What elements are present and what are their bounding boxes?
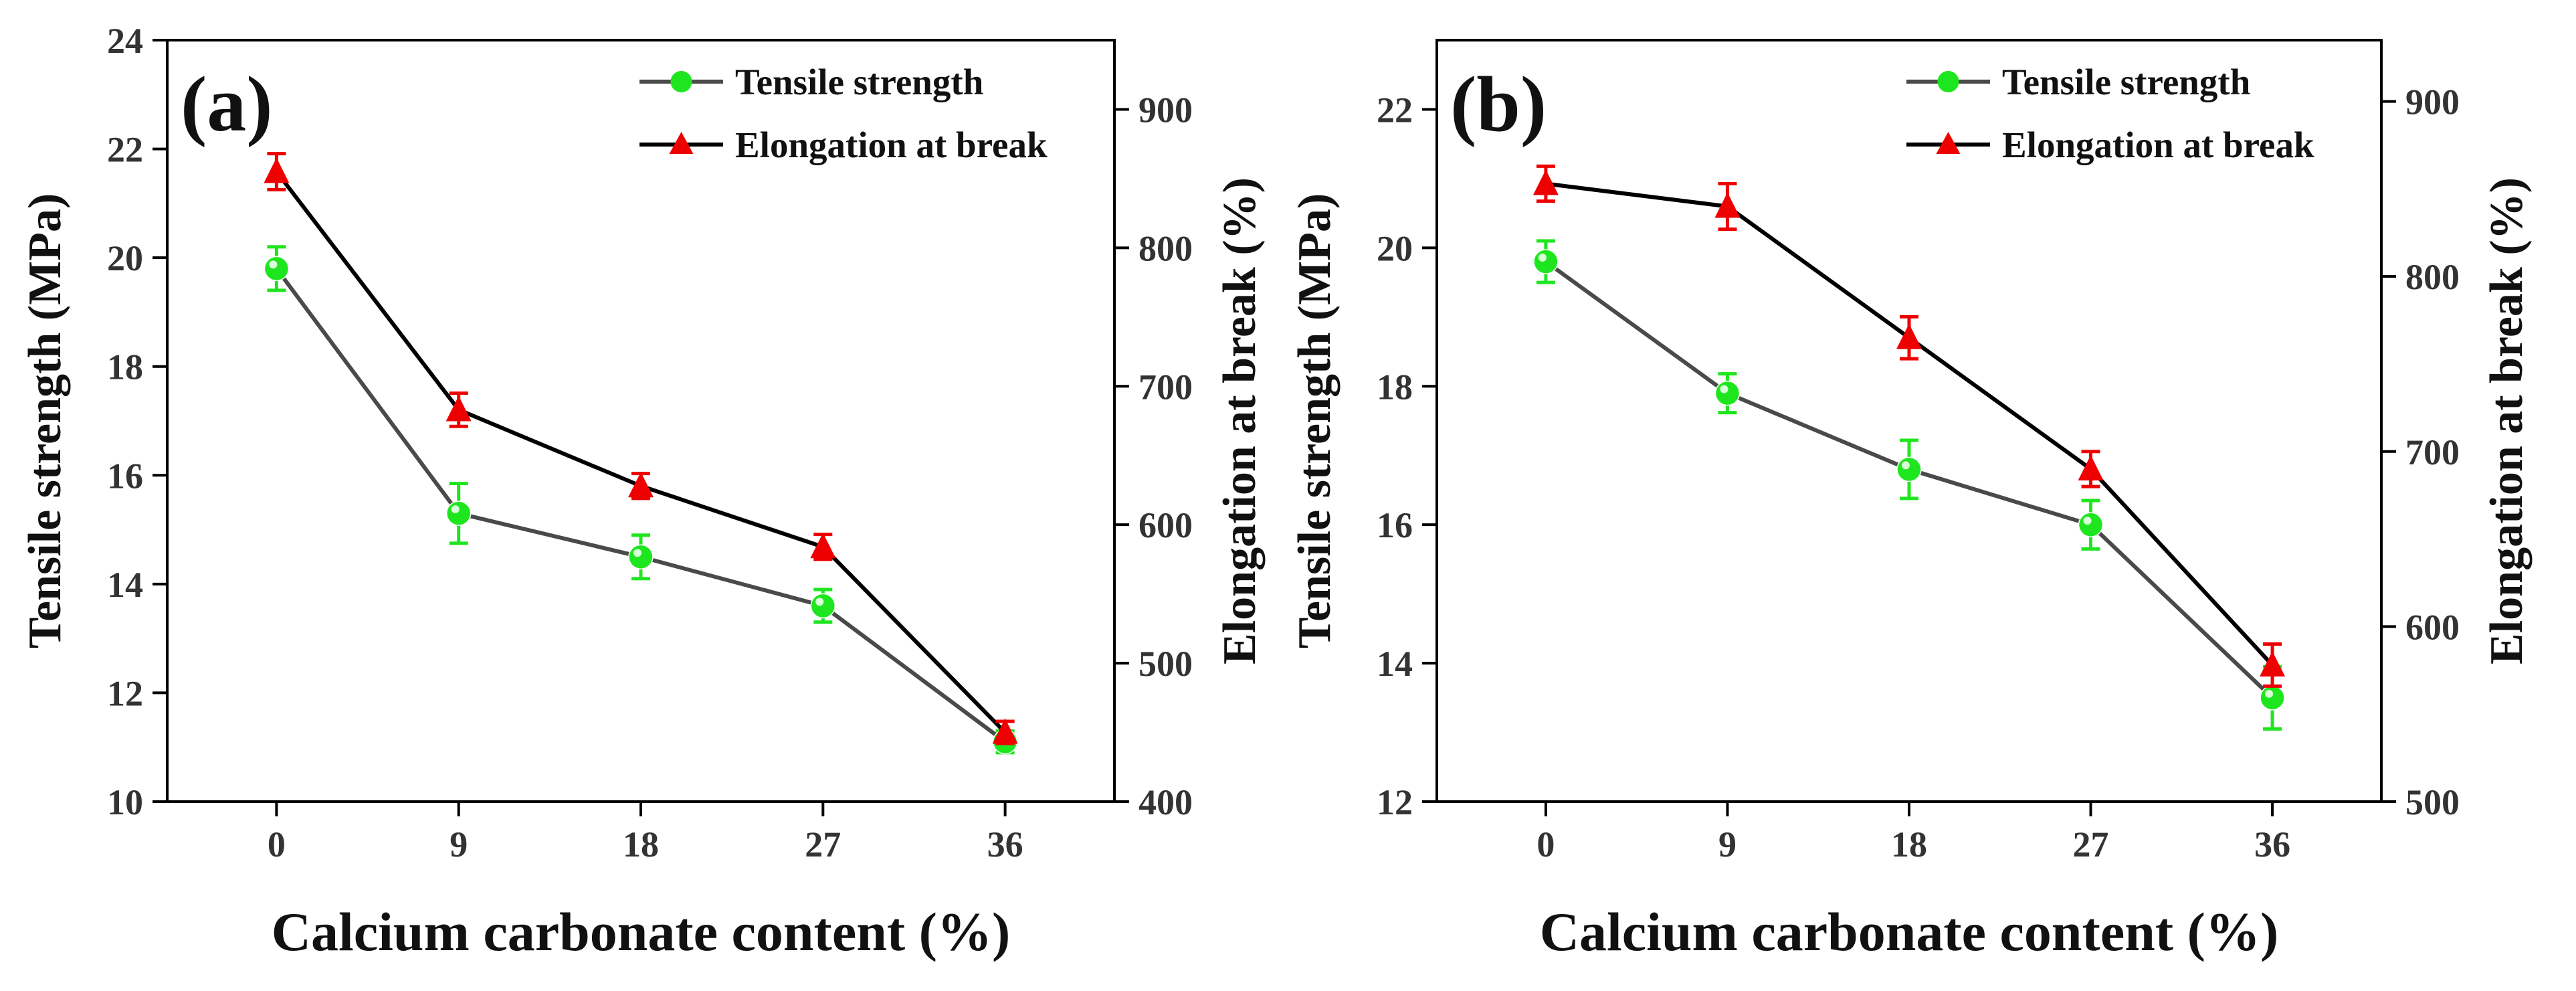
legend-label: Tensile strength <box>735 62 983 102</box>
data-point <box>1714 380 1741 406</box>
data-point-highlight <box>1720 385 1728 393</box>
series-line <box>274 267 1007 743</box>
data-point <box>2260 685 2285 711</box>
data-point-highlight <box>633 549 641 557</box>
y-right-tick-label: 900 <box>1138 90 1193 130</box>
legend-marker <box>670 71 692 92</box>
chart-panel-a: 0 9 18 27 36 10 12 14 16 18 20 22 24 400 500 600 700 800 9… <box>19 21 1266 962</box>
y-left-tick-label: 22 <box>107 130 143 170</box>
y-left-tick-label: 18 <box>1377 367 1413 407</box>
data-point <box>810 533 836 559</box>
data-point <box>1533 249 1559 274</box>
data-point <box>264 256 290 282</box>
panel-label: (b) <box>1450 60 1547 148</box>
data-point-highlight <box>1538 254 1547 262</box>
panel-label: (a) <box>181 60 273 148</box>
legend-label: Elongation at break <box>2002 124 2314 165</box>
y-left-tick-label: 18 <box>107 347 143 387</box>
y-left-tick-label: 12 <box>1377 782 1413 822</box>
y-right-tick-label: 800 <box>1138 228 1193 268</box>
series-tensile-strength <box>264 245 1018 755</box>
data-point-highlight <box>1902 461 1910 470</box>
x-axis-title: Calcium carbonate content (%) <box>1540 901 2279 962</box>
chart-panel-b: 0 9 18 27 36 12 14 16 18 20 22 500 600 700 800 900 Tensi… <box>1289 39 2533 962</box>
data-point <box>810 593 836 619</box>
data-point <box>445 501 472 526</box>
legend-label: Elongation at break <box>735 124 1048 165</box>
y-left-tick-label: 20 <box>1377 228 1413 268</box>
y-left-tick-label: 24 <box>107 21 143 61</box>
data-point <box>628 472 654 498</box>
data-point <box>264 157 290 183</box>
data-point-highlight <box>815 598 824 606</box>
data-point <box>992 718 1018 744</box>
y-right-tick-label: 700 <box>2405 432 2460 472</box>
y-right-tick-label: 500 <box>1138 644 1193 684</box>
x-tick-label: 9 <box>1718 824 1737 865</box>
y-left-axis-title: Tensile strength (MPa) <box>19 193 71 649</box>
data-point <box>1532 169 1559 195</box>
legend-marker <box>669 132 694 154</box>
y-right-tick-label: 600 <box>2405 607 2460 647</box>
y-right-axis-title: Elongation at break (%) <box>1214 177 1266 664</box>
legend-item: Tensile strength <box>639 62 983 102</box>
x-tick-label: 18 <box>623 824 659 865</box>
data-point <box>1896 323 1922 349</box>
data-point <box>628 544 654 569</box>
x-tick-label: 9 <box>450 824 468 865</box>
y-left-tick-label: 20 <box>107 238 143 278</box>
legend-item: Elongation at break <box>639 124 1048 165</box>
data-point <box>2260 650 2286 677</box>
legend-marker <box>1936 132 1961 154</box>
data-point-highlight <box>2083 517 2092 525</box>
legend-item: Elongation at break <box>1906 124 2314 165</box>
data-point-highlight <box>269 260 278 269</box>
x-tick-label: 0 <box>1537 824 1555 865</box>
x-tick-label: 36 <box>987 824 1023 865</box>
y-left-tick-label: 16 <box>1377 505 1413 545</box>
y-right-tick-label: 600 <box>1138 505 1193 545</box>
y-right-tick-label: 400 <box>1138 782 1193 822</box>
x-tick-label: 27 <box>805 824 841 865</box>
data-point <box>2078 512 2104 537</box>
y-left-tick-label: 10 <box>107 782 143 822</box>
data-point-highlight <box>451 505 460 514</box>
legend-marker <box>1937 71 1959 92</box>
y-right-tick-label: 800 <box>2405 257 2460 297</box>
x-tick-label: 36 <box>2254 824 2290 865</box>
series-elongation-at-break <box>264 152 1018 745</box>
y-left-tick-label: 12 <box>107 673 143 713</box>
data-point-highlight <box>2265 689 2274 698</box>
data-point <box>1714 192 1741 218</box>
x-tick-label: 27 <box>2073 824 2109 865</box>
y-left-tick-label: 14 <box>1377 644 1413 684</box>
legend-label: Tensile strength <box>2002 62 2250 102</box>
x-tick-label: 18 <box>1891 824 1927 865</box>
y-left-tick-label: 22 <box>1377 90 1413 130</box>
data-point <box>2078 454 2104 480</box>
y-left-tick-label: 16 <box>107 456 143 496</box>
y-right-tick-label: 900 <box>2405 82 2460 122</box>
data-point <box>445 395 472 422</box>
x-tick-label: 0 <box>268 824 286 865</box>
series-elongation-at-break <box>1532 164 2286 688</box>
y-right-tick-label: 700 <box>1138 367 1193 407</box>
data-point <box>1896 456 1922 482</box>
y-right-axis-title: Elongation at break (%) <box>2481 177 2533 664</box>
series-line <box>275 170 1007 734</box>
series-tensile-strength <box>1533 239 2285 731</box>
y-left-tick-label: 14 <box>107 565 143 605</box>
y-right-tick-label: 500 <box>2405 782 2460 822</box>
y-left-axis-title: Tensile strength (MPa) <box>1289 193 1341 649</box>
legend-item: Tensile strength <box>1906 62 2250 102</box>
x-axis-title: Calcium carbonate content (%) <box>272 901 1011 962</box>
